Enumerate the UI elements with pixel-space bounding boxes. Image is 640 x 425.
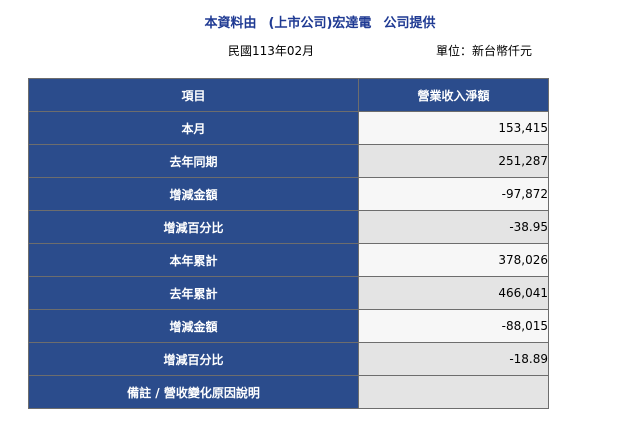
row-value: -18.89 xyxy=(358,342,549,376)
company-name: (上市公司)宏達電 xyxy=(268,16,372,31)
row-value: 153,415 xyxy=(358,111,549,145)
report-date: 民國113年02月 xyxy=(228,44,315,58)
revenue-table: 項目 營業收入淨額 本月 153,415 去年同期 251,287 增減金額 -… xyxy=(28,78,549,409)
row-label: 本年累計 xyxy=(28,243,359,277)
table-row: 本月 153,415 xyxy=(28,111,549,145)
row-value: 378,026 xyxy=(358,243,549,277)
column-header-revenue: 營業收入淨額 xyxy=(358,78,549,112)
table-row: 增減金額 -88,015 xyxy=(28,309,549,343)
row-label: 增減百分比 xyxy=(28,342,359,376)
title-suffix: 公司提供 xyxy=(383,16,436,31)
currency-unit: 單位：新台幣仟元 xyxy=(436,44,533,58)
table-row: 去年累計 466,041 xyxy=(28,276,549,310)
table-row: 增減金額 -97,872 xyxy=(28,177,549,211)
row-label: 本月 xyxy=(28,111,359,145)
table-row: 增減百分比 -38.95 xyxy=(28,210,549,244)
row-value: -88,015 xyxy=(358,309,549,343)
row-label: 增減百分比 xyxy=(28,210,359,244)
row-value: -38.95 xyxy=(358,210,549,244)
table-header-row: 項目 營業收入淨額 xyxy=(28,78,549,112)
table-row: 去年同期 251,287 xyxy=(28,144,549,178)
row-value: 251,287 xyxy=(358,144,549,178)
column-header-item: 項目 xyxy=(28,78,359,112)
row-label: 增減金額 xyxy=(28,177,359,211)
row-label: 增減金額 xyxy=(28,309,359,343)
row-value: -97,872 xyxy=(358,177,549,211)
title-prefix: 本資料由 xyxy=(204,16,257,31)
report-title: 本資料由 (上市公司)宏達電 公司提供 xyxy=(0,12,640,31)
table-row-remarks: 備註 / 營收變化原因說明 xyxy=(28,375,549,409)
remarks-label: 備註 / 營收變化原因說明 xyxy=(28,375,359,409)
table-row: 本年累計 378,026 xyxy=(28,243,549,277)
remarks-value xyxy=(358,375,549,409)
row-label: 去年累計 xyxy=(28,276,359,310)
table-row: 增減百分比 -18.89 xyxy=(28,342,549,376)
row-value: 466,041 xyxy=(358,276,549,310)
row-label: 去年同期 xyxy=(28,144,359,178)
